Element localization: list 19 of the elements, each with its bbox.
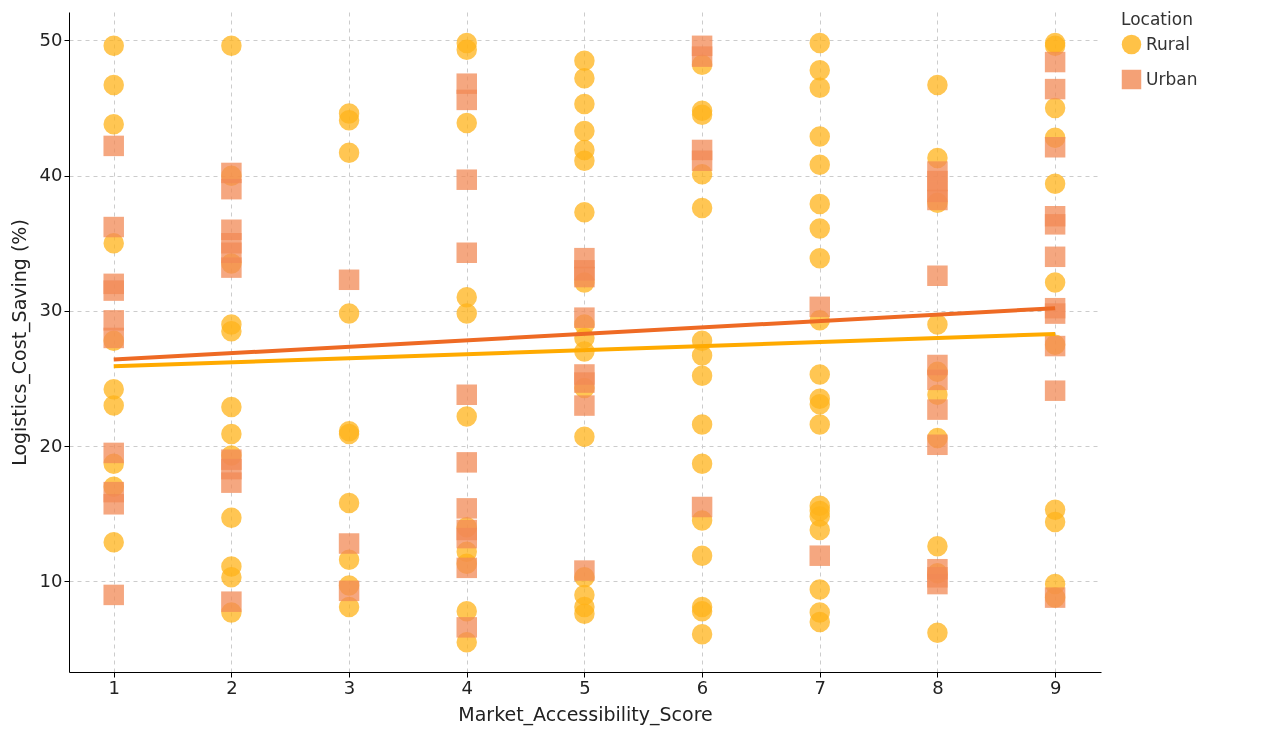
x-tick-label: 1 <box>108 676 120 698</box>
x-tick-label: 6 <box>696 676 709 698</box>
y-tick-label: 10 <box>39 569 63 591</box>
y-tick-label: 50 <box>39 28 63 50</box>
x-tick-label: 5 <box>579 676 591 698</box>
y-axis-title: Logistics_Cost_Saving (%) <box>7 219 31 466</box>
x-tick-label: 7 <box>814 676 826 698</box>
x-tick-label: 3 <box>343 676 356 698</box>
legend-label: Urban <box>1146 68 1198 89</box>
x-tick-label: 8 <box>932 676 944 698</box>
y-tick-label: 30 <box>39 299 63 321</box>
x-tick-label: 4 <box>461 676 473 698</box>
legend-title: Location <box>1121 9 1193 29</box>
legend-label: Rural <box>1146 33 1190 54</box>
y-tick-label: 40 <box>39 164 63 186</box>
x-tick-label: 2 <box>226 676 238 698</box>
x-axis-title: Market_Accessibility_Score <box>458 702 713 726</box>
y-tick-label: 20 <box>39 434 63 456</box>
x-tick-label: 9 <box>1049 676 1062 698</box>
